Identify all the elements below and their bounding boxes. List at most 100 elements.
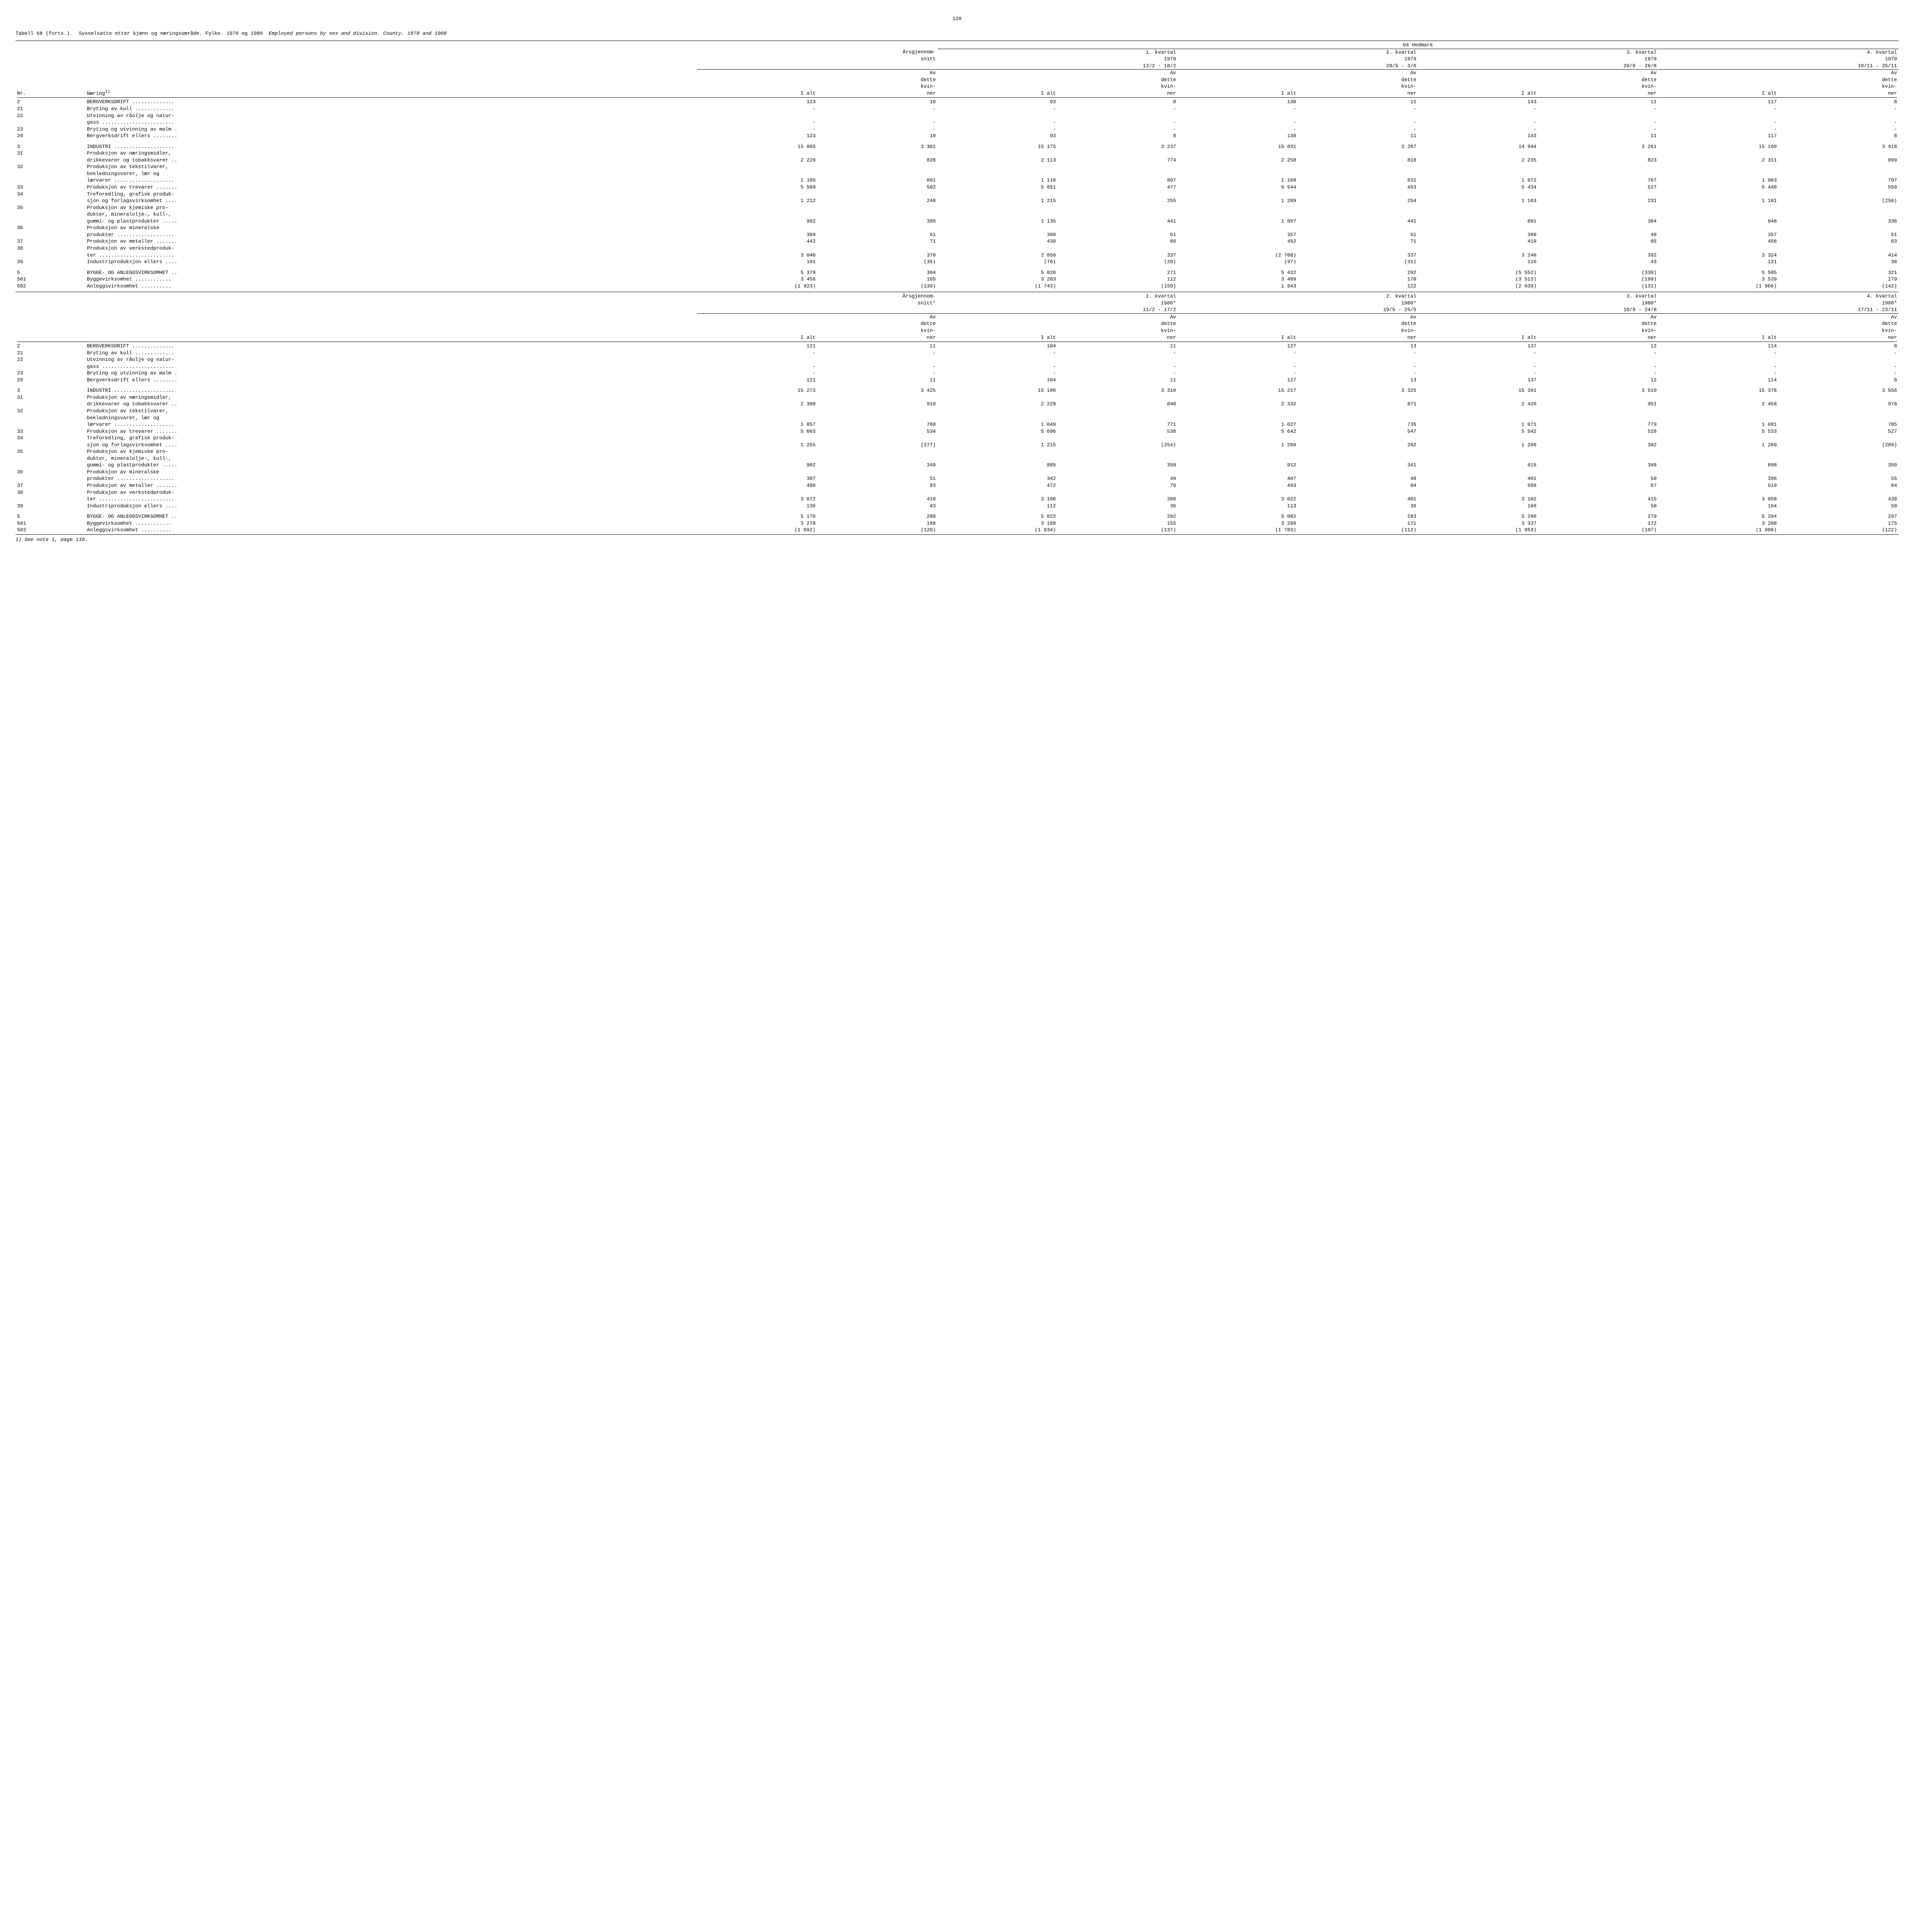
- cell-value: 137: [1418, 343, 1538, 350]
- cell-value: -: [817, 119, 937, 126]
- cell-value: 5 434: [1418, 184, 1538, 191]
- cell-value: -: [697, 363, 817, 370]
- cell-value: 87: [1538, 482, 1658, 489]
- cell-value: 292: [1298, 269, 1418, 276]
- row-nr: 36: [15, 224, 85, 231]
- sub-kvinner: Avdettekvin-ner: [817, 70, 937, 97]
- cell-value: [1778, 204, 1899, 211]
- sub-ialt: I alt: [697, 70, 817, 97]
- cell-value: [1778, 408, 1899, 415]
- cell-value: 915: [1418, 462, 1538, 469]
- cell-value: [1418, 435, 1538, 442]
- cell-value: 547: [1298, 428, 1418, 435]
- cell-value: 2 332: [1177, 401, 1298, 408]
- cell-value: [1418, 408, 1538, 415]
- cell-value: 83: [817, 482, 937, 489]
- cell-value: 255: [1057, 197, 1177, 204]
- cell-value: 342: [937, 475, 1057, 482]
- cell-value: 112: [937, 503, 1057, 510]
- cell-value: 1 181: [1658, 197, 1778, 204]
- cell-value: [1298, 448, 1418, 455]
- cell-value: -: [1778, 350, 1899, 357]
- cell-value: 231: [1538, 197, 1658, 204]
- cell-value: [817, 211, 937, 218]
- cell-value: -: [1418, 363, 1538, 370]
- row-nr: 23: [15, 370, 85, 377]
- cell-value: 11: [817, 343, 937, 350]
- cell-value: [1418, 211, 1538, 218]
- table-row: 31Produksjon av næringsmidler,: [15, 150, 1899, 157]
- cell-value: 419: [1418, 238, 1538, 245]
- cell-value: [817, 489, 937, 496]
- cell-value: [1778, 211, 1899, 218]
- cell-value: 3 046: [697, 252, 817, 259]
- cell-value: 831: [1298, 177, 1418, 184]
- cell-value: 550: [1778, 184, 1899, 191]
- cell-value: 11: [1538, 99, 1658, 105]
- cell-value: 279: [1538, 513, 1658, 520]
- row-nr: 501: [15, 276, 85, 283]
- cell-value: [697, 112, 817, 119]
- cell-value: [817, 150, 937, 157]
- cell-value: 3 301: [817, 143, 937, 150]
- cell-value: -: [817, 105, 937, 112]
- row-nr: 21: [15, 105, 85, 112]
- row-nr: 22: [15, 112, 85, 119]
- cell-value: -: [1418, 370, 1538, 377]
- cell-value: [1057, 163, 1177, 170]
- row-label: Bryting og utvinning av malm .: [85, 126, 697, 133]
- cell-value: [817, 170, 937, 177]
- cell-value: 3 325: [1298, 387, 1418, 394]
- cell-value: -: [1177, 119, 1298, 126]
- cell-value: 978: [1778, 401, 1899, 408]
- cell-value: 168: [817, 520, 937, 527]
- table-row: 23Bryting og utvinning av malm .--------…: [15, 126, 1899, 133]
- cell-value: 10: [817, 133, 937, 139]
- cell-value: 1 027: [1177, 421, 1298, 428]
- table-row: drikkevarer og tobakksvarer ..2 2298282 …: [15, 157, 1899, 164]
- cell-value: [1658, 455, 1778, 462]
- row-label: Produksjon av kjemiske pro-: [85, 448, 697, 455]
- cell-value: 155: [1057, 520, 1177, 527]
- cell-value: 1 063: [1658, 177, 1778, 184]
- cell-value: [1658, 469, 1778, 476]
- row-label: Produksjon av trevarer .......: [85, 428, 697, 435]
- cell-value: [1538, 170, 1658, 177]
- cell-value: 395: [817, 218, 937, 225]
- cell-value: 818: [1298, 157, 1418, 164]
- cell-value: [1778, 112, 1899, 119]
- col-q3-1980: 3. kvartal1980*18/8 - 24/8: [1418, 293, 1658, 313]
- cell-value: [1418, 245, 1538, 252]
- cell-value: 79: [1057, 482, 1177, 489]
- cell-value: 117: [1658, 99, 1778, 105]
- row-label: Produksjon av verkstedproduk-: [85, 245, 697, 252]
- cell-value: 401: [1418, 475, 1538, 482]
- cell-value: [1177, 112, 1298, 119]
- cell-value: 828: [817, 157, 937, 164]
- cell-value: (289): [1778, 442, 1899, 449]
- cell-value: (2 768): [1177, 252, 1298, 259]
- cell-value: 1 049: [937, 421, 1057, 428]
- cell-value: [1418, 224, 1538, 231]
- cell-value: 350: [1778, 462, 1899, 469]
- cell-value: [1658, 112, 1778, 119]
- cell-value: 11: [1057, 343, 1177, 350]
- row-nr: 2: [15, 99, 85, 105]
- table-row: 37Produksjon av metaller .......44271439…: [15, 238, 1899, 245]
- cell-value: -: [1538, 350, 1658, 357]
- cell-value: 359: [1057, 462, 1177, 469]
- row-nr: 32: [15, 163, 85, 170]
- cell-value: 337: [1057, 252, 1177, 259]
- table-row: 3INDUSTRI ....................15 2733 42…: [15, 387, 1899, 394]
- cell-value: 5 082: [1177, 513, 1298, 520]
- table-row: 502 Anleggsvirksomhet ..........(1 892)(…: [15, 527, 1899, 534]
- cell-value: [697, 211, 817, 218]
- table-row: gass ........................----------: [15, 119, 1899, 126]
- table-row: 38Produksjon av verkstedproduk-: [15, 489, 1899, 496]
- cell-value: (131): [1538, 283, 1658, 290]
- cell-value: -: [1658, 119, 1778, 126]
- table-row: sjon og forlagsvirksomhet ....1 255(277)…: [15, 442, 1899, 449]
- cell-value: 5 432: [1177, 269, 1298, 276]
- row-nr: [15, 177, 85, 184]
- cell-value: [1298, 191, 1418, 198]
